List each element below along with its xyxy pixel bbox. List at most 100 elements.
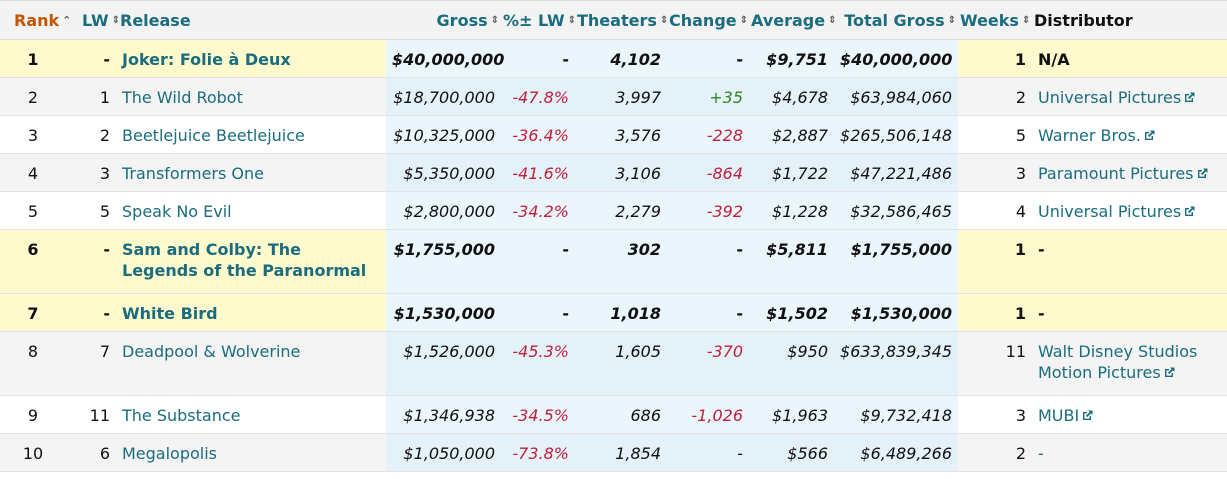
table-row: 8 7 Deadpool & Wolverine $1,526,000 -45.… <box>0 331 1227 396</box>
rank-cell: 7 <box>0 293 80 332</box>
theaters-column-header[interactable]: Theaters ⇕ <box>575 0 668 40</box>
external-link-icon[interactable] <box>1143 129 1156 142</box>
table-row: 5 5 Speak No Evil $2,800,000 -34.2% 2,27… <box>0 191 1227 230</box>
release-link[interactable]: Transformers One <box>116 153 386 192</box>
distributor-link[interactable]: Warner Bros. <box>1038 126 1141 145</box>
distributor-link[interactable]: MUBI <box>1038 406 1080 425</box>
total-gross-cell: $47,221,486 <box>834 153 958 192</box>
lw-column-header[interactable]: LW <box>82 10 109 30</box>
total-gross-column-header[interactable]: Total Gross ⇕ <box>834 0 958 40</box>
sort-updown-icon: ⇕ <box>739 15 749 26</box>
release-link[interactable]: Megalopolis <box>116 433 386 472</box>
rank-cell: 3 <box>0 115 80 154</box>
release-link[interactable]: Speak No Evil <box>116 191 386 230</box>
lw-cell: - <box>80 293 116 332</box>
release-link[interactable]: The Wild Robot <box>116 77 386 116</box>
gross-column-header[interactable]: Gross ⇕ <box>386 0 501 40</box>
total-gross-cell: $40,000,000 <box>834 39 958 78</box>
lw-cell: 5 <box>80 191 116 230</box>
rank-cell: 1 <box>0 39 80 78</box>
release-link[interactable]: Deadpool & Wolverine <box>116 331 386 396</box>
rank-column-header[interactable]: Rank ⌃ <box>0 0 80 40</box>
total-gross-cell: $633,839,345 <box>834 331 958 396</box>
average-cell: $566 <box>749 433 834 472</box>
external-link-icon[interactable] <box>1183 91 1196 104</box>
rank-cell: 10 <box>0 433 80 472</box>
gross-cell: $10,325,000 <box>386 115 501 154</box>
external-link-icon[interactable] <box>1163 366 1176 379</box>
theaters-cell: 1,854 <box>575 433 667 472</box>
pct-lw-cell: -41.6% <box>501 153 575 192</box>
distributor-link[interactable]: Paramount Pictures <box>1038 164 1194 183</box>
release-link[interactable]: Sam and Colby: The Legends of the Parano… <box>116 229 386 294</box>
distributor-cell[interactable]: Paramount Pictures <box>1032 153 1227 192</box>
distributor-cell: N/A <box>1032 39 1227 78</box>
theaters-cell: 1,018 <box>575 293 667 332</box>
total-gross-header-label: Total Gross <box>844 10 945 30</box>
gross-cell: $1,526,000 <box>386 331 501 396</box>
lw-cell: 11 <box>80 395 116 434</box>
rank-cell: 6 <box>0 229 80 294</box>
sort-updown-icon: ⇕ <box>567 15 576 26</box>
distributor-cell[interactable]: MUBI <box>1032 395 1227 434</box>
total-gross-cell: $1,755,000 <box>834 229 958 294</box>
theaters-cell: 3,106 <box>575 153 667 192</box>
distributor-cell[interactable]: Universal Pictures <box>1032 77 1227 116</box>
rank-cell: 8 <box>0 331 80 396</box>
release-link[interactable]: The Substance <box>116 395 386 434</box>
weeks-column-header[interactable]: Weeks ⇕ <box>958 0 1032 40</box>
rank-cell: 2 <box>0 77 80 116</box>
change-column-header[interactable]: Change ⇕ <box>667 0 749 40</box>
lw-cell: 7 <box>80 331 116 396</box>
table-row: 4 3 Transformers One $5,350,000 -41.6% 3… <box>0 153 1227 192</box>
total-gross-cell: $9,732,418 <box>834 395 958 434</box>
pct-lw-cell: - <box>501 229 575 294</box>
external-link-icon[interactable] <box>1081 409 1094 422</box>
rank-cell: 5 <box>0 191 80 230</box>
table-row: 3 2 Beetlejuice Beetlejuice $10,325,000 … <box>0 115 1227 154</box>
average-header-label: Average <box>751 10 826 30</box>
average-cell: $9,751 <box>749 39 834 78</box>
average-cell: $950 <box>749 331 834 396</box>
pct-lw-cell: - <box>501 293 575 332</box>
release-link[interactable]: Beetlejuice Beetlejuice <box>116 115 386 154</box>
sort-updown-icon[interactable]: ⇕ <box>111 15 120 26</box>
average-cell: $1,228 <box>749 191 834 230</box>
distributor-cell[interactable]: Universal Pictures <box>1032 191 1227 230</box>
change-cell: - <box>667 293 749 332</box>
distributor-link[interactable]: Universal Pictures <box>1038 202 1182 221</box>
release-link[interactable]: Joker: Folie à Deux <box>116 39 386 78</box>
change-cell: -864 <box>667 153 749 192</box>
pct-lw-cell: -34.2% <box>501 191 575 230</box>
pct-lw-cell: -47.8% <box>501 77 575 116</box>
gross-cell: $1,346,938 <box>386 395 501 434</box>
theaters-header-label: Theaters <box>577 10 657 30</box>
weeks-cell: 3 <box>958 395 1032 434</box>
weeks-cell: 4 <box>958 191 1032 230</box>
pct-lw-cell: -34.5% <box>501 395 575 434</box>
distributor-column-header: Distributor <box>1032 0 1227 40</box>
pct-lw-column-header[interactable]: %± LW ⇕ <box>501 0 576 40</box>
distributor-link[interactable]: Walt Disney Studios Motion Pictures <box>1038 342 1198 382</box>
gross-cell: $2,800,000 <box>386 191 501 230</box>
external-link-icon[interactable] <box>1196 167 1209 180</box>
rank-cell: 9 <box>0 395 80 434</box>
change-cell: - <box>667 39 749 78</box>
rank-header-label: Rank <box>14 10 60 30</box>
total-gross-cell: $1,530,000 <box>834 293 958 332</box>
distributor-cell[interactable]: Walt Disney Studios Motion Pictures <box>1032 331 1227 396</box>
distributor-cell: - <box>1032 433 1227 472</box>
release-column-header[interactable]: Release <box>120 10 191 30</box>
weeks-header-label: Weeks <box>960 10 1019 30</box>
release-link[interactable]: White Bird <box>116 293 386 332</box>
table-row: 6 - Sam and Colby: The Legends of the Pa… <box>0 229 1227 294</box>
distributor-link[interactable]: Universal Pictures <box>1038 88 1182 107</box>
pct-lw-cell: -45.3% <box>501 331 575 396</box>
change-header-label: Change <box>669 10 737 30</box>
pct-lw-cell: -73.8% <box>501 433 575 472</box>
sort-ascending-icon: ⌃ <box>62 14 72 27</box>
external-link-icon[interactable] <box>1183 205 1196 218</box>
average-column-header[interactable]: Average ⇕ <box>749 0 836 40</box>
distributor-cell[interactable]: Warner Bros. <box>1032 115 1227 154</box>
